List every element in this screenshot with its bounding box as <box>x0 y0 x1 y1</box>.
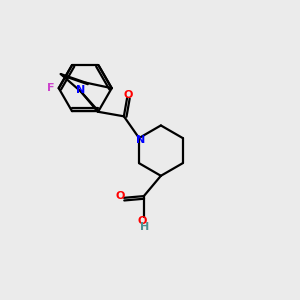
Text: O: O <box>138 216 147 226</box>
Text: H: H <box>140 222 149 232</box>
Text: N: N <box>136 134 145 145</box>
Text: O: O <box>116 191 125 201</box>
Text: O: O <box>124 90 133 100</box>
Text: F: F <box>47 83 54 93</box>
Text: N: N <box>76 85 86 95</box>
